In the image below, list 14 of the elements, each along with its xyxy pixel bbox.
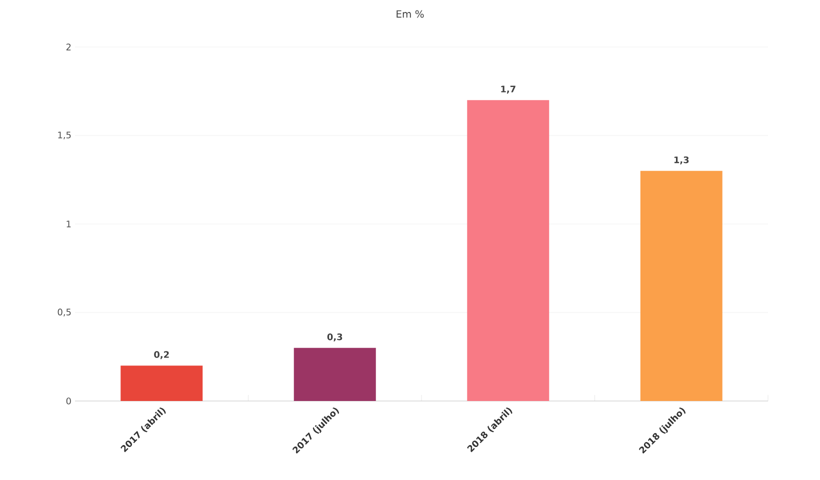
bar [640,170,722,401]
bar [294,348,376,401]
y-tick-label: 1,5 [58,132,71,140]
chart-title: Em % [396,10,424,18]
y-tick-label: 2 [66,44,71,50]
y-tick-label: 0 [66,398,71,404]
data-label: 1,7 [501,86,516,94]
data-label: 1,3 [674,156,689,164]
bar [467,100,550,401]
data-label: 0,2 [154,351,169,360]
y-tick-label: 0,5 [58,308,71,316]
data-label: 0,3 [327,333,342,342]
bar [120,366,203,401]
y-tick-label: 1 [66,220,71,228]
